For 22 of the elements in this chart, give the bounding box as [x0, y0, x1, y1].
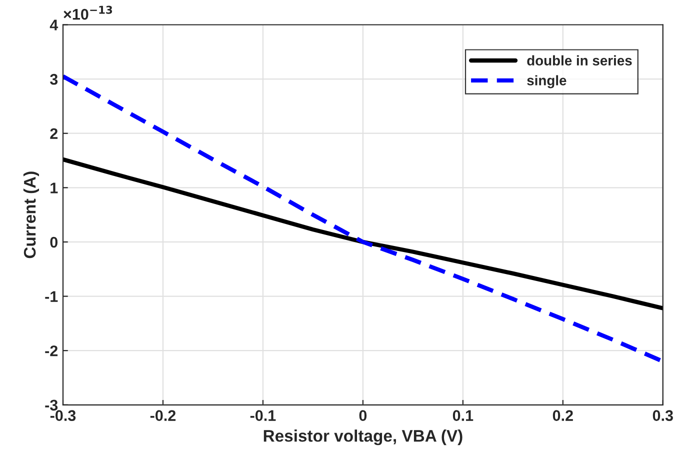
x-tick-label: 0.1 [452, 410, 474, 421]
legend-label: double in series [527, 55, 632, 66]
y-tick-label: -3 [45, 400, 58, 411]
y-tick-label: 1 [50, 182, 58, 194]
line-series [63, 157, 663, 310]
line-series [63, 74, 663, 364]
text: ×10$^{−13}$ [64, 6, 112, 20]
x-tick-label: 0 [359, 410, 367, 421]
x-tick-label: -0.2 [150, 410, 176, 421]
legend-label: single [527, 75, 566, 88]
y-tick-label: 0 [50, 236, 58, 248]
x-tick-label: -0.1 [250, 410, 276, 421]
y-axis-title: Current (A) [23, 172, 39, 258]
y-tick-label: 2 [50, 128, 58, 139]
y-tick-label: -2 [45, 345, 58, 356]
y-tick-label: -1 [45, 291, 58, 302]
y-tick-label: 4 [50, 20, 58, 30]
x-tick-label: -0.3 [50, 410, 76, 421]
x-tick-label: 0.2 [552, 410, 573, 421]
y-tick-label: 3 [50, 74, 58, 85]
x-axis-title: Resistor voltage, VBA (V) [264, 430, 462, 446]
x-tick-label: 0.3 [652, 410, 673, 421]
